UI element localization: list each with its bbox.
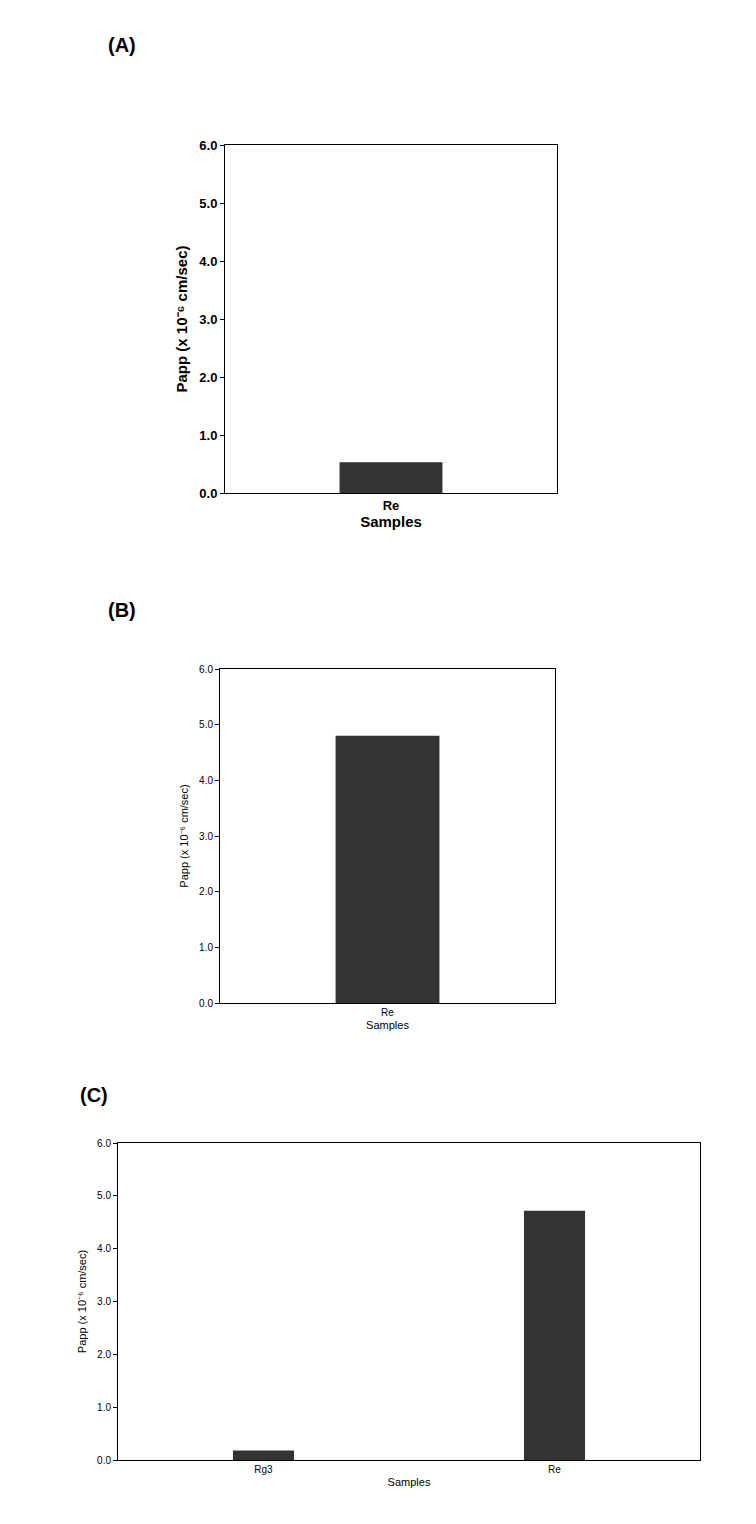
svg-text:Re: Re [383, 498, 400, 513]
svg-text:Samples: Samples [360, 513, 422, 530]
svg-text:(B): (B) [108, 599, 136, 621]
svg-text:5.0: 5.0 [199, 196, 217, 211]
svg-text:6.0: 6.0 [97, 1138, 111, 1149]
svg-text:(A): (A) [108, 34, 136, 56]
svg-text:Samples: Samples [388, 1476, 431, 1488]
svg-text:2.0: 2.0 [199, 370, 217, 385]
svg-text:Re: Re [381, 1007, 394, 1018]
svg-text:(C): (C) [80, 1084, 108, 1106]
svg-text:Papp (x 10⁻⁶ cm/sec): Papp (x 10⁻⁶ cm/sec) [76, 1250, 88, 1353]
svg-text:0.0: 0.0 [199, 998, 213, 1009]
svg-text:Samples: Samples [366, 1019, 409, 1031]
svg-text:5.0: 5.0 [97, 1190, 111, 1201]
svg-text:3.0: 3.0 [199, 831, 213, 842]
svg-text:1.0: 1.0 [97, 1402, 111, 1413]
svg-text:3.0: 3.0 [199, 312, 217, 327]
svg-text:Rg3: Rg3 [254, 1464, 273, 1475]
svg-text:Papp (x 10⁻⁶ cm/sec): Papp (x 10⁻⁶ cm/sec) [178, 784, 190, 887]
svg-text:0.0: 0.0 [97, 1455, 111, 1466]
svg-text:0.0: 0.0 [199, 486, 217, 501]
svg-text:2.0: 2.0 [97, 1349, 111, 1360]
svg-text:1.0: 1.0 [199, 428, 217, 443]
svg-text:4.0: 4.0 [97, 1243, 111, 1254]
svg-text:1.0: 1.0 [199, 942, 213, 953]
svg-text:6.0: 6.0 [199, 138, 217, 153]
svg-text:Re: Re [548, 1464, 561, 1475]
svg-text:3.0: 3.0 [97, 1296, 111, 1307]
svg-text:4.0: 4.0 [199, 254, 217, 269]
svg-text:Papp (x 10⁻⁶ cm/sec): Papp (x 10⁻⁶ cm/sec) [173, 246, 190, 393]
svg-text:2.0: 2.0 [199, 886, 213, 897]
svg-text:5.0: 5.0 [199, 719, 213, 730]
svg-text:6.0: 6.0 [199, 664, 213, 675]
svg-text:4.0: 4.0 [199, 775, 213, 786]
